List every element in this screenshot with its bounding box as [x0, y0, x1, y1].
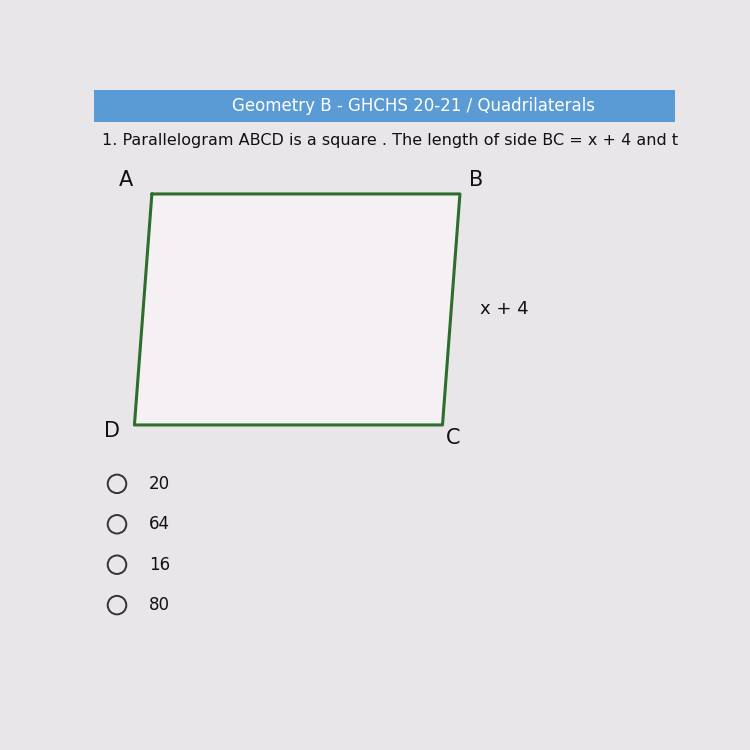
Bar — [94, 90, 675, 122]
Text: 1. Parallelogram ABCD is a square . The length of side BC = x + 4 and t: 1. Parallelogram ABCD is a square . The … — [103, 134, 679, 148]
Text: x + 4: x + 4 — [480, 301, 529, 319]
Polygon shape — [134, 194, 460, 425]
Text: 64: 64 — [149, 515, 170, 533]
Text: D: D — [104, 421, 120, 441]
Text: C: C — [446, 427, 460, 448]
Text: A: A — [118, 170, 133, 190]
Text: 80: 80 — [149, 596, 170, 614]
Text: Geometry B - GHCHS 20-21 / Quadrilaterals: Geometry B - GHCHS 20-21 / Quadrilateral… — [232, 98, 595, 116]
Text: B: B — [469, 170, 483, 190]
Text: 16: 16 — [149, 556, 170, 574]
Text: 20: 20 — [149, 475, 170, 493]
